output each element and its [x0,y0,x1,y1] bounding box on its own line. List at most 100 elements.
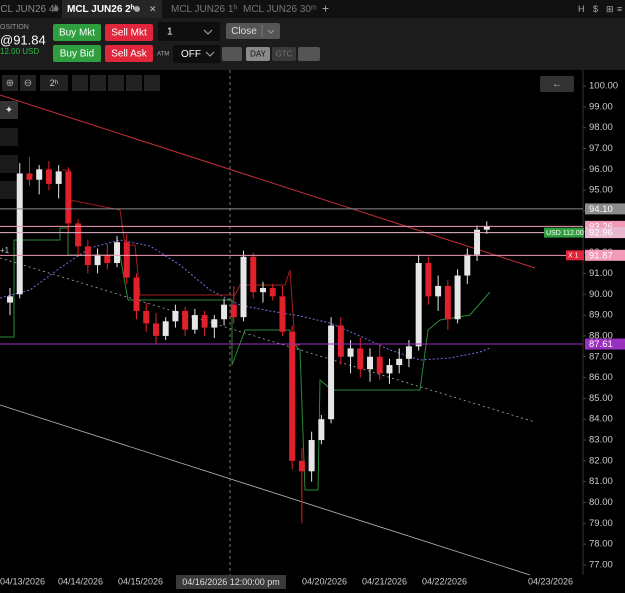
x-tick-label: 04/21/2026 [362,576,407,586]
price-label: 92.96 [589,228,613,239]
candle-body [94,254,101,266]
icon[interactable]: $ [593,4,598,14]
candle-body [172,310,179,322]
interval[interactable]: 2ʰ [50,78,59,88]
tif-day[interactable] [246,47,270,61]
atm-select[interactable] [173,45,220,63]
button-label[interactable]: Close [231,26,257,37]
candle-body [250,256,257,293]
candle-body [367,356,374,370]
zoom-out[interactable] [20,75,36,91]
moving-average [0,239,491,361]
y-tick-label: 88.00 [589,330,613,341]
button-label[interactable]: Buy Mkt [59,28,95,39]
y-tick-label: 91.00 [589,268,613,279]
candle-body [454,275,461,320]
zoom-in[interactable] [2,75,18,91]
candle-body [123,242,130,278]
tool[interactable] [144,75,160,91]
chevron [203,29,213,35]
candle-body [289,331,296,461]
icon[interactable]: ✦ [5,105,13,116]
toggle[interactable] [222,47,242,61]
back-button[interactable] [540,76,574,92]
y-tick-label: 89.00 [589,310,613,321]
sell-ask-button[interactable] [105,45,153,62]
button-label[interactable]: Sell Ask [111,49,148,60]
tool[interactable] [0,155,18,173]
button-label[interactable]: Sell Mkt [111,28,147,39]
x-tick-label: 04/14/2026 [58,576,103,586]
tab[interactable]: MCL JUN26 2ʰ [67,4,135,15]
candle-body [221,304,228,320]
price-label-box [585,227,625,239]
y-tick-label: 97.00 [589,143,613,154]
tool[interactable] [0,181,18,199]
y-tick-label: 77.00 [589,560,613,571]
candle-body [211,319,218,328]
tool[interactable] [0,128,18,146]
candle-body [328,325,335,420]
candle-body [279,296,286,332]
quantity-input[interactable] [158,22,220,41]
y-tick-label: 100.00 [589,81,618,92]
tab[interactable]: MCL JUN26 4ʰ [0,4,58,15]
tool[interactable] [72,75,88,91]
tif-gtc[interactable] [272,47,296,61]
tab-dot [134,6,140,12]
tool[interactable] [90,75,106,91]
candle-body [75,223,82,247]
toggle[interactable] [298,47,320,61]
candle-body [396,358,403,366]
tab[interactable]: MCL JUN26 30ᵐ [243,4,317,15]
icon[interactable]: ← [552,79,562,90]
order-tag-label: USD 112.00 [546,230,584,237]
tab[interactable]: MCL JUN26 1ʰ [171,4,237,15]
chevron [205,51,215,57]
price-label: 91.87 [589,250,613,261]
close-button[interactable] [226,23,280,39]
button-label[interactable]: DAY [250,50,267,59]
candle-body [55,171,62,184]
add-tab[interactable]: + [322,2,329,16]
candle-body [259,288,266,293]
icon[interactable]: ⊕ [6,78,14,89]
atm-value[interactable]: OFF [181,49,201,60]
icon[interactable]: H [578,4,585,14]
price-label-box [585,220,625,232]
buy-bid-button[interactable] [53,45,101,62]
active-tab[interactable] [62,0,162,18]
tab-close[interactable]: ✕ [149,4,157,14]
order-tag-label: X 1 [568,253,579,260]
y-tick-label: 87.00 [589,351,613,362]
tool[interactable] [108,75,124,91]
buy-mkt-button[interactable] [53,24,101,41]
quantity-value[interactable]: 1 [167,27,173,38]
icon[interactable]: ≡ [617,4,622,14]
candle-body [240,256,247,318]
icon[interactable]: ⊖ [24,78,32,89]
candle-body [347,348,354,357]
y-tick-label: 78.00 [589,539,613,550]
order-tag [566,250,584,261]
button-label[interactable]: Buy Bid [60,49,94,60]
y-tick-label: 79.00 [589,518,613,529]
candle-body [386,365,393,374]
tool[interactable] [0,101,18,119]
atm-label: ATM [157,52,169,58]
x-tick-label: 04/15/2026 [118,576,163,586]
candle-body [405,346,412,359]
icon[interactable]: ⊞ [606,4,614,14]
trend-line [0,94,536,269]
y-tick-label: 80.00 [589,497,613,508]
tool[interactable] [126,75,142,91]
sell-mkt-button[interactable] [105,24,153,41]
button-label[interactable]: GTC [276,50,293,59]
candle-body [114,242,121,264]
order-tag [544,227,584,238]
interval-button[interactable] [40,75,68,91]
candle-body [152,323,159,336]
candle-body [425,263,432,297]
